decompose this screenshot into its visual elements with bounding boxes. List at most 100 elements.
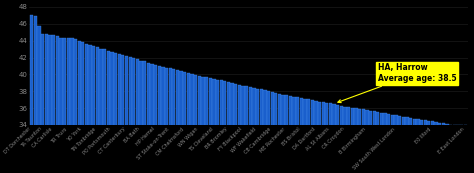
- Bar: [92, 46, 95, 173]
- Bar: [158, 66, 161, 173]
- Bar: [198, 76, 201, 173]
- Bar: [332, 104, 336, 173]
- Bar: [234, 84, 237, 173]
- Bar: [139, 61, 143, 173]
- Bar: [380, 113, 383, 173]
- Bar: [252, 88, 255, 173]
- Bar: [70, 38, 73, 173]
- Bar: [373, 111, 376, 173]
- Bar: [128, 57, 132, 173]
- Bar: [165, 68, 168, 173]
- Bar: [300, 98, 303, 173]
- Bar: [143, 61, 146, 173]
- Bar: [260, 89, 263, 173]
- Bar: [150, 63, 154, 173]
- Bar: [256, 89, 259, 173]
- Bar: [37, 26, 41, 173]
- Bar: [125, 56, 128, 173]
- Bar: [209, 78, 212, 173]
- Bar: [110, 52, 114, 173]
- Bar: [81, 42, 84, 173]
- Bar: [103, 49, 106, 173]
- Bar: [329, 103, 332, 173]
- Bar: [278, 94, 281, 173]
- Bar: [205, 77, 208, 173]
- Bar: [387, 114, 391, 173]
- Bar: [282, 95, 285, 173]
- Bar: [409, 118, 412, 173]
- Bar: [172, 69, 175, 173]
- Bar: [358, 109, 361, 173]
- Bar: [310, 100, 314, 173]
- Bar: [45, 34, 48, 173]
- Bar: [416, 119, 419, 173]
- Bar: [219, 80, 223, 173]
- Bar: [336, 105, 339, 173]
- Bar: [292, 97, 296, 173]
- Bar: [187, 73, 190, 173]
- Bar: [89, 45, 91, 173]
- Bar: [30, 15, 34, 173]
- Bar: [55, 37, 59, 173]
- Bar: [161, 67, 164, 173]
- Bar: [66, 38, 70, 173]
- Bar: [347, 107, 350, 173]
- Bar: [183, 72, 186, 173]
- Bar: [383, 113, 387, 173]
- Bar: [401, 117, 405, 173]
- Bar: [180, 71, 183, 173]
- Bar: [136, 60, 139, 173]
- Bar: [274, 93, 277, 173]
- Bar: [176, 70, 179, 173]
- Bar: [114, 53, 117, 173]
- Bar: [271, 92, 274, 173]
- Bar: [191, 74, 194, 173]
- Bar: [85, 44, 88, 173]
- Bar: [245, 86, 248, 173]
- Bar: [424, 120, 427, 173]
- Bar: [420, 120, 423, 173]
- Bar: [307, 99, 310, 173]
- Bar: [249, 87, 252, 173]
- Bar: [147, 63, 150, 173]
- Bar: [59, 38, 63, 173]
- Bar: [74, 39, 77, 173]
- Bar: [289, 96, 292, 173]
- Bar: [216, 80, 219, 173]
- Bar: [285, 95, 288, 173]
- Bar: [267, 91, 270, 173]
- Bar: [154, 65, 157, 173]
- Bar: [296, 97, 299, 173]
- Bar: [431, 121, 434, 173]
- Bar: [169, 68, 172, 173]
- Bar: [427, 121, 430, 173]
- Bar: [446, 124, 449, 173]
- Bar: [96, 47, 99, 173]
- Bar: [52, 35, 55, 173]
- Bar: [391, 115, 394, 173]
- Bar: [438, 123, 441, 173]
- Bar: [464, 125, 467, 173]
- Bar: [78, 41, 81, 173]
- Bar: [107, 51, 110, 173]
- Bar: [453, 125, 456, 173]
- Bar: [343, 107, 346, 173]
- Bar: [34, 16, 37, 173]
- Bar: [369, 111, 372, 173]
- Bar: [376, 112, 380, 173]
- Bar: [460, 125, 463, 173]
- Bar: [405, 117, 409, 173]
- Bar: [223, 81, 227, 173]
- Bar: [212, 79, 216, 173]
- Bar: [48, 35, 52, 173]
- Bar: [365, 110, 368, 173]
- Bar: [314, 101, 318, 173]
- Bar: [303, 99, 307, 173]
- Bar: [263, 90, 266, 173]
- Bar: [449, 125, 452, 173]
- Bar: [227, 82, 230, 173]
- Bar: [230, 83, 234, 173]
- Bar: [41, 34, 45, 173]
- Bar: [118, 54, 121, 173]
- Bar: [442, 123, 445, 173]
